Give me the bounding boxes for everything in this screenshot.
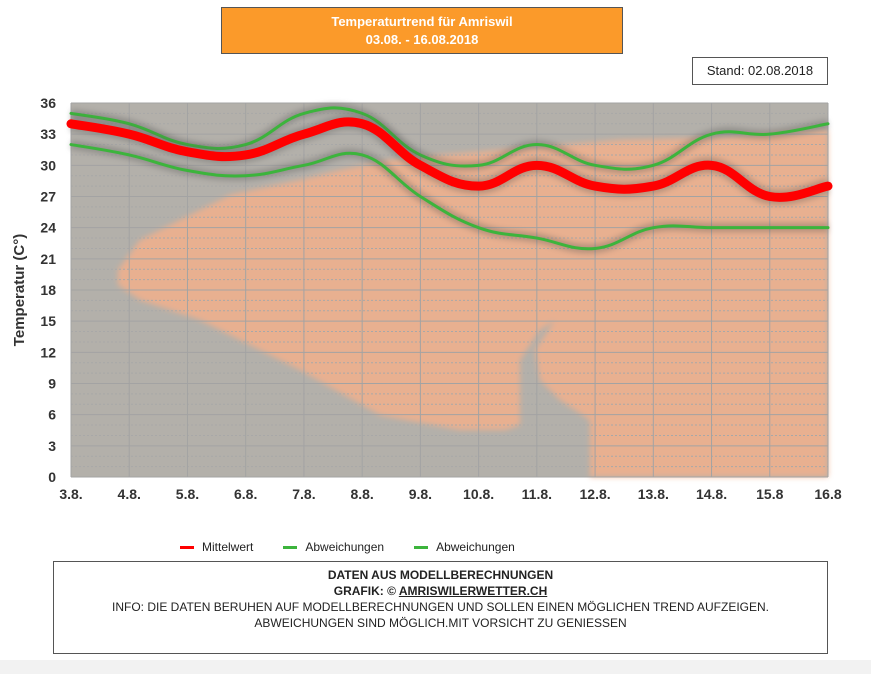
x-axis-ticks: 3.8. 4.8. 5.8. 6.8. 7.8. 8.8. 9.8. 10.8. 11.8. 12… <box>59 486 842 502</box>
info-source: DATEN AUS MODELLBERECHNUNGEN <box>327 568 554 582</box>
legend-swatch-green <box>283 545 298 549</box>
series-mittelwert <box>66 117 833 202</box>
series-abweichung-lower <box>69 143 830 251</box>
y-tick-label: 3 <box>48 438 56 454</box>
x-tick-label: 5.8. <box>176 486 199 502</box>
background-cloud-region <box>118 130 828 477</box>
y-tick-label: 21 <box>40 251 56 267</box>
legend: Mittelwert Abweichungen Abweichungen <box>180 540 545 554</box>
x-tick-label: 13.8. <box>638 486 669 502</box>
legend-item-abweichungen-lower[interactable]: Abweichungen <box>414 540 515 554</box>
info-disclaimer: INFO: DIE DATEN BERUHEN AUF MODELLBERECH… <box>112 600 769 614</box>
y-tick-label: 18 <box>40 282 56 298</box>
info-box: DATEN AUS MODELLBERECHNUNGEN GRAFIK: © A… <box>53 561 828 654</box>
y-tick-label: 0 <box>48 469 56 485</box>
legend-item-mittelwert[interactable]: Mittelwert <box>180 540 253 554</box>
y-tick-label: 30 <box>40 157 56 173</box>
x-tick-label: 12.8. <box>580 486 611 502</box>
x-tick-label: 7.8. <box>292 486 315 502</box>
series-lines <box>66 103 833 254</box>
x-tick-label: 3.8. <box>59 486 82 502</box>
x-tick-label: 15.8 <box>756 486 783 502</box>
y-tick-label: 15 <box>40 313 56 329</box>
y-tick-label: 27 <box>40 189 56 205</box>
legend-item-abweichungen-upper[interactable]: Abweichungen <box>283 540 384 554</box>
legend-swatch-green <box>414 545 429 549</box>
credit-link[interactable]: AMRISWILERWETTER.CH <box>398 584 548 598</box>
y-axis-label: Temperatur (C°) <box>11 234 28 346</box>
y-tick-label: 12 <box>40 344 56 360</box>
legend-label: Mittelwert <box>202 540 254 554</box>
x-tick-label: 11.8. <box>522 486 552 502</box>
legend-label: Abweichungen <box>436 540 515 554</box>
chart-date-range: 03.08. - 16.08.2018 <box>365 32 479 47</box>
x-tick-label: 14.8. <box>696 486 727 502</box>
info-warning: ABWEICHUNGEN SIND MÖGLICH.MIT VORSICHT Z… <box>254 616 627 630</box>
x-tick-label: 8.8. <box>350 486 373 502</box>
legend-label: Abweichungen <box>305 540 385 554</box>
x-tick-label: 10.8. <box>463 486 494 502</box>
x-tick-label: 6.8. <box>234 486 257 502</box>
credit-prefix: GRAFIK: © <box>333 584 399 598</box>
grid-lines <box>70 102 829 478</box>
y-tick-label: 9 <box>48 376 56 392</box>
info-credit: GRAFIK: © AMRISWILERWETTER.CH <box>54 583 827 599</box>
x-tick-label: 9.8. <box>409 486 432 502</box>
x-tick-label: 16.8 <box>814 486 841 502</box>
chart-title-box: Temperaturtrend für Amriswil 03.08. - 16… <box>221 7 623 54</box>
footer-band <box>0 660 871 674</box>
y-tick-label: 33 <box>40 126 56 142</box>
chart-title: Temperaturtrend für Amriswil <box>331 14 513 29</box>
y-tick-label: 24 <box>40 220 56 236</box>
x-tick-label: 4.8. <box>118 486 141 502</box>
y-tick-label: 6 <box>48 407 56 423</box>
stand-date-box: Stand: 02.08.2018 <box>692 57 828 85</box>
y-tick-label: 36 <box>40 95 56 111</box>
legend-swatch-red <box>180 545 194 549</box>
